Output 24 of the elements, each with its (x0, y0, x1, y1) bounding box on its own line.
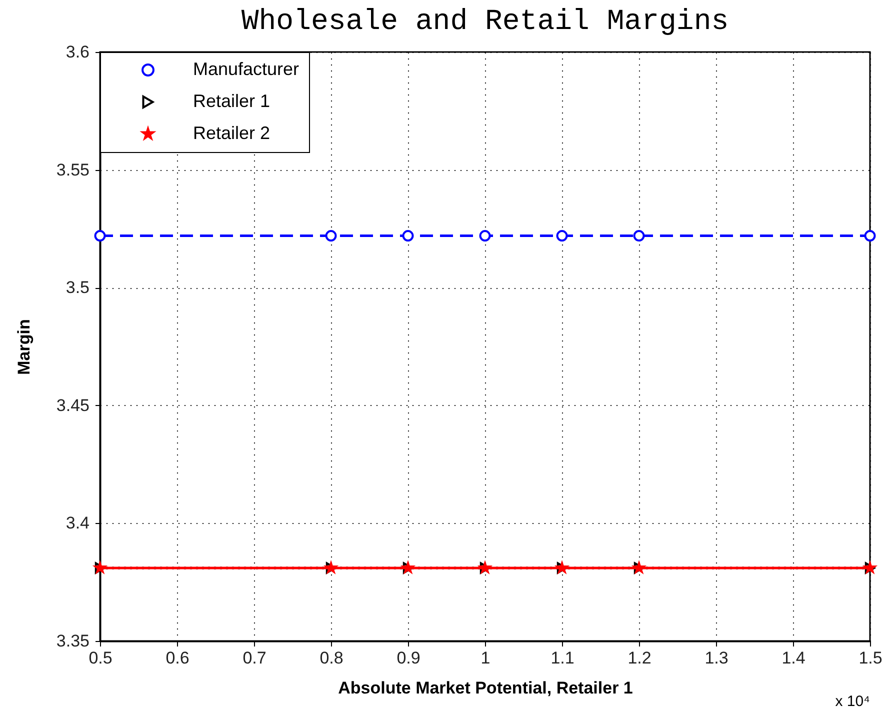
y-tick-label: 3.4 (66, 514, 90, 533)
x-tick-label: 1.3 (704, 648, 728, 668)
legend-label: Retailer 2 (193, 123, 270, 143)
y-tick-label: 3.55 (56, 160, 90, 180)
x-tick-label: 0.5 (88, 648, 112, 668)
legend-label: Manufacturer (193, 59, 300, 79)
x-axis-title: Absolute Market Potential, Retailer 1 (338, 678, 633, 698)
y-tick-label: 3.5 (66, 278, 90, 298)
x-tick-label: 0.7 (242, 648, 266, 668)
y-tick-label: 3.6 (66, 42, 90, 62)
x-tick-label: 0.6 (166, 648, 190, 668)
text: x 10⁴ (835, 693, 870, 710)
y-tick-label: 3.35 (56, 632, 90, 650)
y-axis-title: Margin (14, 319, 34, 375)
x-tick-label: 1.1 (550, 648, 574, 668)
x-tick-label: 1 (480, 648, 490, 668)
x-tick-label: 0.9 (396, 648, 420, 668)
y-tick-label: 3.45 (56, 396, 90, 415)
x-tick-label: 0.8 (320, 648, 344, 668)
chart-title: Wholesale and Retail Margins (241, 5, 729, 38)
x-tick-label: 1.4 (782, 648, 806, 668)
x-tick-label: 1.5 (858, 648, 882, 668)
x-tick-label: 1.2 (628, 648, 652, 668)
legend-label: Retailer 1 (193, 91, 270, 111)
